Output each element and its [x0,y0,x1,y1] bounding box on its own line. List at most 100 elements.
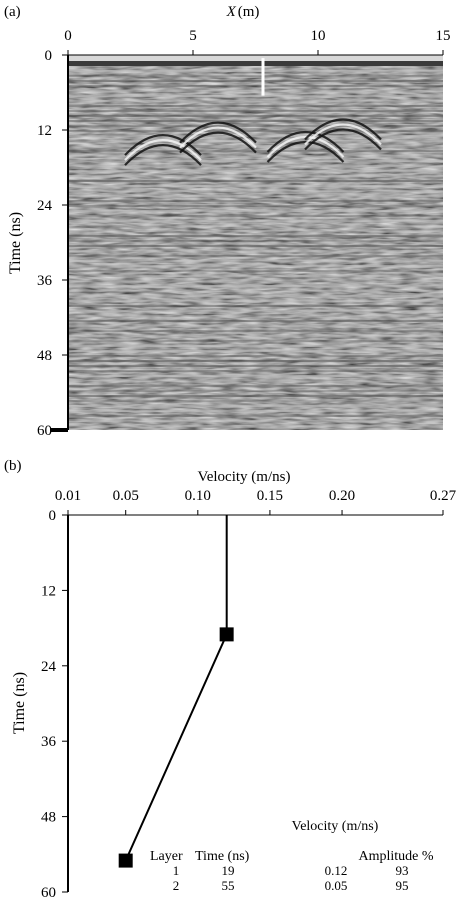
y-tick-label-b: 60 [41,885,56,901]
reflection-band [68,385,443,387]
reflection-band [68,375,443,377]
x-axis-ticks-b: 0.01 0.05 0.10 0.15 0.20 0.27 [55,488,457,515]
reflection-band [68,420,443,422]
reflection-band [68,175,443,177]
reflection-band [68,115,443,117]
diffraction-hyperbola [304,123,382,146]
reflection-band [68,305,443,307]
diffraction-hyperbola [124,134,202,156]
table-cell: 1 [173,863,180,878]
diffraction-hyperbola [124,144,202,166]
x-tick-label-a: 0 [64,28,72,44]
x-axis-var-a: X [226,4,237,20]
velocity-profile-markers [118,627,234,868]
reflection-band [68,95,443,97]
radargram-background [68,55,443,430]
panel-a-label: (a) [4,4,21,20]
reflection-band [68,235,443,237]
reflection-band [68,220,443,222]
y-axis-title-b: Time (ns) [11,672,28,734]
y-tick-label-b: 36 [41,734,57,750]
y-axis-ticks-a: 0 12 24 36 48 60 [37,48,68,439]
radargram-direct-wave [68,61,443,66]
reflection-band [68,400,443,402]
x-axis-ticks-a: 0 5 10 15 [64,28,451,55]
reflection-band [68,80,443,82]
table-header-time: Time (ns) [195,849,250,864]
table-cell: 2 [173,878,180,893]
reflection-band [68,250,443,252]
y-tick-label-a: 12 [37,123,52,139]
x-tick-label-b: 0.05 [113,488,139,504]
velocity-marker [118,853,133,868]
reflection-band [68,415,443,417]
reflection-band [68,345,443,347]
reflection-band [68,110,443,112]
table-cell: 0.12 [325,863,348,878]
reflection-band [68,360,443,362]
reflection-band [68,410,443,412]
reflection-band [68,380,443,382]
reflection-band [68,330,443,332]
reflection-band [68,310,443,312]
reflection-band [68,325,443,327]
reflection-band [68,205,443,207]
radargram [68,55,443,430]
reflection-band [68,340,443,342]
reflection-band [68,245,443,247]
reflection-band [68,135,443,137]
table-cell: 93 [396,863,409,878]
reflection-band [68,195,443,197]
reflection-band [68,370,443,372]
y-tick-label-a: 0 [45,48,53,64]
reflection-band [68,365,443,367]
diffraction-hyperbola [179,131,257,154]
table-cell: 95 [396,878,409,893]
reflection-band [68,120,443,122]
reflection-band [68,160,443,162]
diffraction-hyperbola [179,121,257,144]
reflection-band [68,180,443,182]
reflection-band [68,275,443,277]
y-tick-label-a: 24 [37,198,53,214]
reflection-band [68,90,443,92]
x-tick-label-a: 10 [311,28,326,44]
reflection-band [68,210,443,212]
reflection-band [68,300,443,302]
reflection-band [68,350,443,352]
diffraction-hyperbola [124,139,202,161]
radargram-reflection-bands [68,70,443,427]
panel-b-label: (b) [4,458,22,474]
reflection-band [68,230,443,232]
table-cell: 55 [222,878,235,893]
x-axis-unit-a: (m) [238,4,260,20]
y-tick-label-a: 36 [37,273,53,289]
x-tick-label-b: 0.27 [430,488,457,504]
reflection-band [68,295,443,297]
diffraction-hyperbola [179,126,257,149]
y-tick-label-b: 12 [41,583,56,599]
reflection-band [68,165,443,167]
table-cell: 19 [222,863,235,878]
y-tick-label-b: 24 [41,659,57,675]
x-tick-label-b: 0.01 [55,488,81,504]
y-tick-label-b: 0 [49,508,57,524]
reflection-band [68,315,443,317]
table-cell: 0.05 [325,878,348,893]
reflection-band [68,280,443,282]
radargram-top-band [68,55,443,61]
reflection-band [68,75,443,77]
diffraction-hyperbola [266,135,345,158]
reflection-band [68,125,443,127]
diffraction-hyperbola [304,118,382,141]
reflection-band [68,355,443,357]
reflection-band [68,320,443,322]
reflection-band [68,425,443,427]
reflection-band [68,190,443,192]
y-axis-title-a: Time (ns) [7,212,24,274]
x-tick-label-b: 0.15 [257,488,283,504]
reflection-band [68,200,443,202]
diffraction-hyperbola [304,128,382,151]
velocity-profile-line [124,515,228,862]
